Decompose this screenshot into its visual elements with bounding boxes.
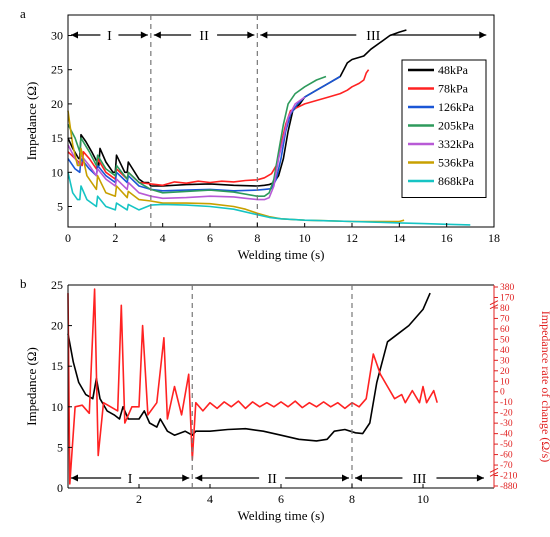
- axis-break-mark: [489, 300, 499, 310]
- phase-arrow-head-left: [260, 31, 268, 39]
- series-line-868kPa: [67, 172, 471, 226]
- phase-arrow-head-left: [71, 31, 78, 39]
- panel-label: a: [20, 6, 26, 21]
- x-axis-label: Welding time (s): [237, 508, 324, 523]
- panel-label: b: [20, 276, 27, 291]
- phase-arrow-head-right: [342, 474, 349, 482]
- right-y-tick-label: 170: [500, 293, 515, 303]
- y-tick-label: 25: [51, 63, 63, 77]
- right-y-tick-label: -30: [500, 419, 513, 429]
- phase-label: III: [412, 472, 426, 487]
- phase-label: I: [107, 29, 112, 44]
- legend-label: 536kPa: [438, 156, 475, 170]
- y-tick-label: 25: [51, 278, 63, 292]
- phase-label: I: [128, 472, 133, 487]
- right-y-tick-label: 50: [500, 335, 510, 345]
- phase-arrow-head-right: [182, 474, 190, 482]
- right-y-tick-label: -40: [500, 430, 513, 440]
- series-line-205kPa: [67, 75, 327, 197]
- x-tick-label: 0: [65, 231, 71, 245]
- right-y-tick-label: -880: [500, 482, 518, 492]
- y-tick-label: 20: [51, 97, 63, 111]
- right-y-tick-label: -210: [500, 472, 518, 482]
- series-line-78kPa: [67, 69, 370, 187]
- axis-break-mark: [489, 467, 499, 477]
- right-y-tick-label: 30: [500, 356, 510, 366]
- x-tick-label: 6: [207, 231, 213, 245]
- right-y-tick-label: 60: [500, 325, 510, 335]
- x-tick-label: 8: [349, 492, 355, 506]
- right-y-tick-label: 10: [500, 377, 510, 387]
- phase-label: III: [366, 29, 380, 44]
- legend-label: 48kPa: [438, 63, 469, 77]
- phase-label: II: [199, 29, 209, 44]
- x-tick-label: 18: [488, 231, 500, 245]
- x-tick-label: 6: [278, 492, 284, 506]
- y-axis-label: Impedance (Ω): [24, 347, 39, 426]
- right-y-tick-label: 0: [500, 388, 505, 398]
- legend-label: 332kPa: [438, 137, 475, 151]
- right-y-tick-label: 20: [500, 367, 510, 377]
- x-axis-label: Welding time (s): [237, 247, 324, 262]
- y-tick-label: 10: [51, 400, 63, 414]
- phase-arrow-head-left: [153, 31, 161, 39]
- y-tick-label: 5: [57, 440, 63, 454]
- phase-label: II: [267, 472, 277, 487]
- y-tick-label: 10: [51, 165, 63, 179]
- phase-arrow-head-left: [355, 474, 362, 482]
- x-tick-label: 16: [441, 231, 453, 245]
- x-tick-label: 10: [417, 492, 429, 506]
- right-y-tick-label: 380: [500, 283, 515, 293]
- right-y-axis-label: Impedance rate of change (Ω/s): [539, 311, 550, 463]
- y-tick-label: 20: [51, 319, 63, 333]
- phase-arrow-head-right: [247, 31, 255, 39]
- y-axis-label: Impedance (Ω): [24, 82, 39, 161]
- x-tick-label: 12: [346, 231, 358, 245]
- right-y-tick-label: -10: [500, 398, 513, 408]
- series-line-332kPa: [67, 96, 306, 201]
- phase-arrow-head-left: [71, 474, 78, 482]
- right-y-tick-label: 40: [500, 346, 510, 356]
- y-tick-label: 5: [57, 199, 63, 213]
- y-tick-label: 30: [51, 29, 63, 43]
- rate-of-change-line: [67, 288, 438, 485]
- right-y-tick-label: -60: [500, 451, 513, 461]
- legend-box: [401, 59, 487, 198]
- right-y-tick-label: 70: [500, 314, 510, 324]
- legend-label: 868kPa: [438, 174, 475, 188]
- legend-label: 205kPa: [438, 119, 475, 133]
- plot-frame: [67, 14, 495, 228]
- series-line-48kPa: [67, 29, 407, 187]
- x-tick-label: 2: [136, 492, 142, 506]
- x-tick-label: 14: [393, 231, 405, 245]
- right-y-tick-label: -50: [500, 440, 513, 450]
- legend-label: 78kPa: [438, 82, 469, 96]
- x-tick-label: 8: [254, 231, 260, 245]
- phase-arrow-head-right: [479, 31, 487, 39]
- y-tick-label: 15: [51, 359, 63, 373]
- right-y-tick-label: -20: [500, 409, 513, 419]
- x-tick-label: 4: [207, 492, 213, 506]
- legend-label: 126kPa: [438, 100, 475, 114]
- x-tick-label: 4: [160, 231, 166, 245]
- x-tick-label: 10: [299, 231, 311, 245]
- y-tick-label: 15: [51, 131, 63, 145]
- phase-arrow-head-right: [476, 474, 484, 482]
- right-y-tick-label: 80: [500, 304, 510, 314]
- right-y-tick-label: -70: [500, 461, 513, 471]
- phase-arrow-head-right: [140, 31, 148, 39]
- x-tick-label: 2: [112, 231, 118, 245]
- y-tick-label: 0: [57, 481, 63, 495]
- phase-arrow-head-left: [195, 474, 203, 482]
